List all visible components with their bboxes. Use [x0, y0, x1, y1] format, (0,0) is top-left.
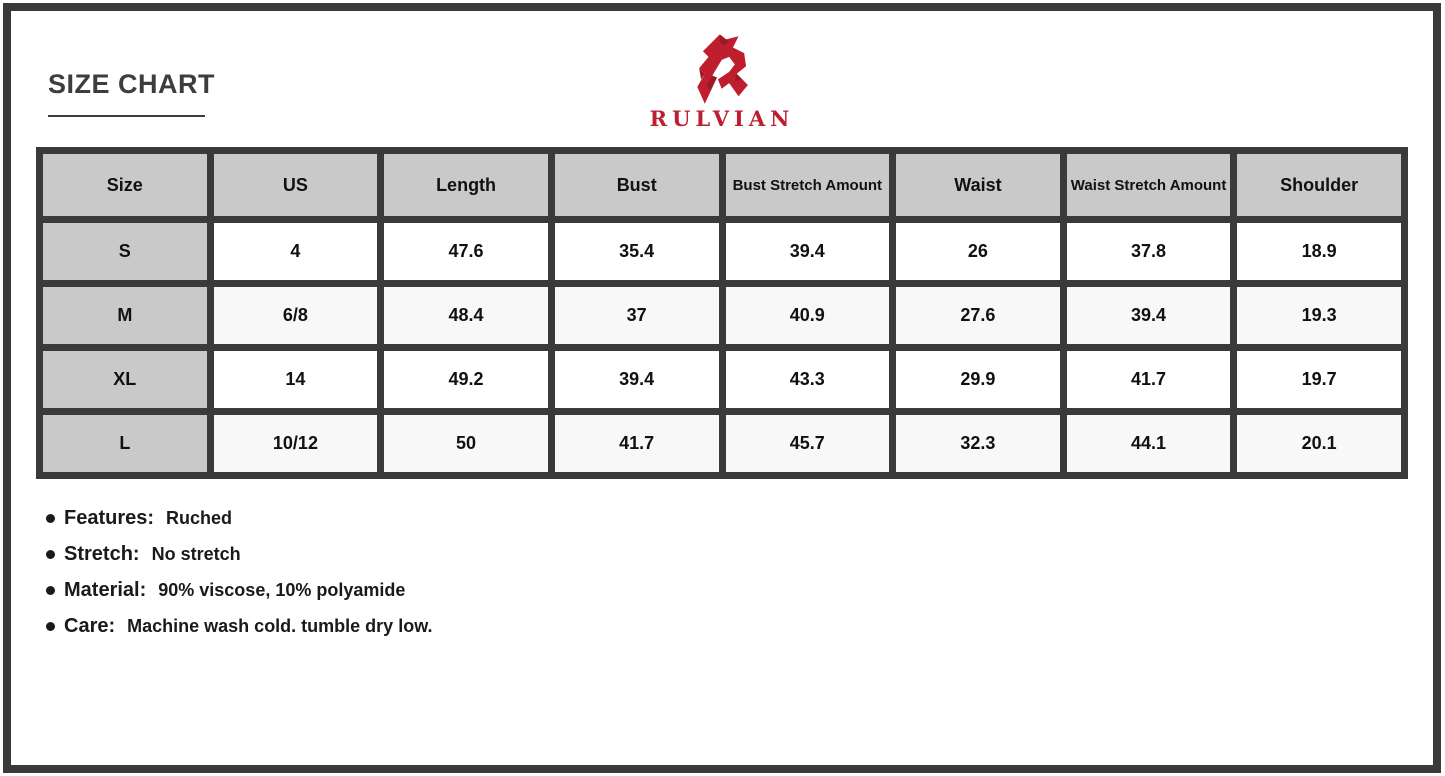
table-cell: 39.4 [554, 351, 719, 408]
title-underline [48, 115, 205, 117]
brand-name: RULVIAN [649, 106, 795, 131]
table-cell: 41.7 [1066, 351, 1231, 408]
page-title: SIZE CHART [48, 69, 215, 99]
detail-label-care: Care: [64, 615, 116, 637]
row-label-l: L [43, 415, 207, 472]
column-header-bust-stretch: Bust Stretch Amount [725, 154, 890, 216]
brand-block: RULVIAN [650, 31, 795, 129]
table-cell: 45.7 [725, 415, 890, 472]
table-cell: 39.4 [725, 223, 890, 280]
table-cell: 37 [554, 287, 719, 344]
column-header-waist: Waist [896, 154, 1060, 216]
table-cell: 35.4 [554, 223, 719, 280]
table-cell: 26 [896, 223, 1060, 280]
details-list: Features: Ruched Stretch: No stretch Mat… [46, 507, 1408, 638]
table-cell: 41.7 [554, 415, 719, 472]
header-area: SIZE CHART RULVIAN [36, 11, 1408, 147]
page-border-frame: SIZE CHART RULVIAN [3, 3, 1441, 773]
title-block: SIZE CHART [48, 71, 215, 117]
list-item: Material: 90% viscose, 10% polyamide [46, 579, 1408, 602]
table-cell: 37.8 [1066, 223, 1231, 280]
table-cell: 44.1 [1066, 415, 1231, 472]
table-cell: 43.3 [725, 351, 890, 408]
table-cell: 14 [213, 351, 378, 408]
table-cell: 50 [384, 415, 548, 472]
row-label-s: S [43, 223, 207, 280]
column-header-waist-stretch: Waist Stretch Amount [1066, 154, 1231, 216]
table-cell: 48.4 [384, 287, 548, 344]
table-cell: 49.2 [384, 351, 548, 408]
detail-value-material: 90% viscose, 10% polyamide [158, 580, 406, 600]
list-item: Care: Machine wash cold. tumble dry low. [46, 615, 1408, 638]
detail-value-features: Ruched [166, 508, 233, 528]
row-label-m: M [43, 287, 207, 344]
detail-value-care: Machine wash cold. tumble dry low. [127, 616, 433, 636]
bullet-icon [46, 514, 55, 523]
column-header-length: Length [384, 154, 548, 216]
table-cell: 39.4 [1066, 287, 1231, 344]
table-cell: 29.9 [896, 351, 1060, 408]
size-table: Size US Length Bust Bust Stretch Amount … [36, 147, 1408, 479]
table-cell: 18.9 [1237, 223, 1401, 280]
detail-value-stretch: No stretch [151, 544, 241, 564]
table-cell: 20.1 [1237, 415, 1401, 472]
column-header-bust: Bust [554, 154, 719, 216]
page-content: SIZE CHART RULVIAN [11, 11, 1433, 765]
column-header-us: US [213, 154, 378, 216]
column-header-shoulder: Shoulder [1237, 154, 1401, 216]
column-header-size: Size [43, 154, 207, 216]
table-cell: 19.3 [1237, 287, 1401, 344]
table-cell: 4 [213, 223, 378, 280]
table-cell: 19.7 [1237, 351, 1401, 408]
list-item: Stretch: No stretch [46, 543, 1408, 566]
table-cell: 32.3 [896, 415, 1060, 472]
table-cell: 6/8 [213, 287, 378, 344]
table-cell: 47.6 [384, 223, 548, 280]
table-cell: 40.9 [725, 287, 890, 344]
detail-label-material: Material: [64, 579, 147, 601]
table-cell: 10/12 [213, 415, 378, 472]
brand-logo-icon [697, 34, 749, 104]
table-cell: 27.6 [896, 287, 1060, 344]
row-label-xl: XL [43, 351, 207, 408]
bullet-icon [46, 586, 55, 595]
bullet-icon [46, 550, 55, 559]
list-item: Features: Ruched [46, 507, 1408, 530]
detail-label-features: Features: [64, 507, 155, 529]
bullet-icon [46, 622, 55, 631]
detail-label-stretch: Stretch: [64, 543, 140, 565]
